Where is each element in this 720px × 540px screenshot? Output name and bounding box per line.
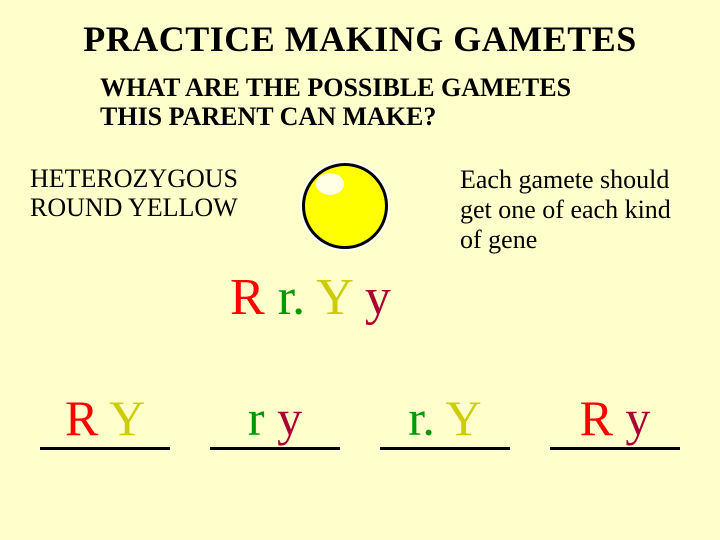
slide-subtitle: WHAT ARE THE POSSIBLE GAMETES THIS PAREN… [100,74,571,131]
allele-letter: Y [109,390,145,446]
allele-letter: y [352,269,391,326]
gamete-slot: R Y [30,393,180,450]
parent-genotype: R r. Y y [230,268,391,327]
allele-letter: Y [445,390,481,446]
note-line-2: get one of each kind [460,195,671,225]
slide-title: PRACTICE MAKING GAMETES [0,0,720,60]
allele-letter: r [248,390,277,446]
allele-letter: R [230,269,265,326]
allele-letter: r. [265,269,317,326]
allele-letter: y [277,390,302,446]
gamete-slot: R y [540,393,690,450]
note-line-1: Each gamete should [460,165,671,195]
parent-label-line-2: ROUND YELLOW [30,194,238,223]
parent-label-line-1: HETEROZYGOUS [30,165,238,194]
answer-blank-underline [40,447,170,450]
allele-letter: r. [408,390,445,446]
note-line-3: of gene [460,225,671,255]
subtitle-line-2: THIS PARENT CAN MAKE? [100,103,571,132]
pea-circle [302,163,388,249]
gamete-answer: r. Y [370,393,520,443]
gamete-slot: r. Y [370,393,520,450]
pea-highlight [316,173,344,195]
allele-letter: y [625,390,650,446]
gamete-answer: R Y [30,393,180,443]
parent-phenotype-label: HETEROZYGOUS ROUND YELLOW [30,165,238,222]
allele-letter: Y [316,269,352,326]
gametes-row: R Yr yr. YR y [0,393,720,450]
allele-letter: R [580,390,626,446]
allele-letter: R [65,390,109,446]
pea-illustration [280,155,410,265]
answer-blank-underline [550,447,680,450]
gamete-answer: R y [540,393,690,443]
subtitle-line-1: WHAT ARE THE POSSIBLE GAMETES [100,74,571,103]
instruction-note: Each gamete should get one of each kind … [460,165,671,255]
answer-blank-underline [380,447,510,450]
gamete-slot: r y [200,393,350,450]
answer-blank-underline [210,447,340,450]
gamete-answer: r y [200,393,350,443]
